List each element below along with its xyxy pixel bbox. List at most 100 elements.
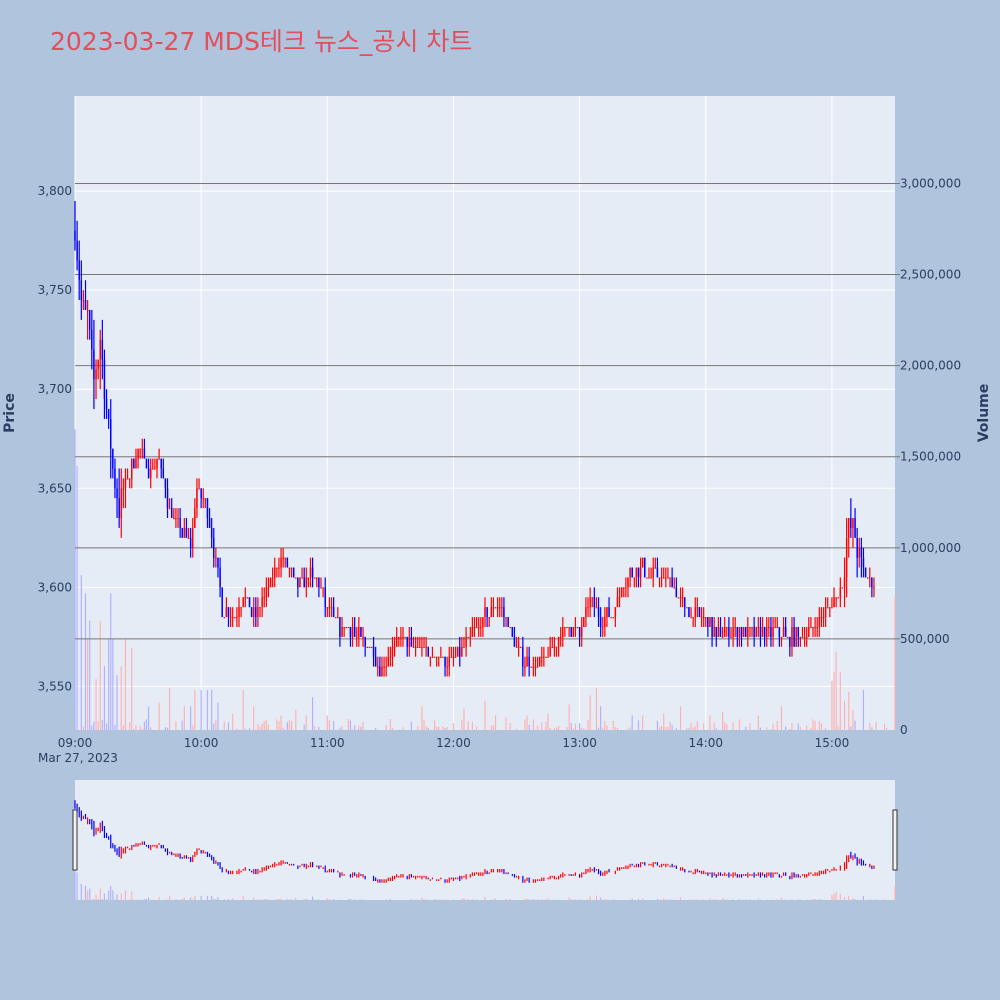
candle-body — [95, 369, 97, 380]
price-axis: 3,550 3,600 3,650 3,700 3,750 3,800 — [38, 184, 72, 693]
volume-bar — [349, 720, 352, 730]
candle-body — [78, 260, 80, 281]
candle-body — [318, 577, 320, 588]
volume-bar — [232, 713, 234, 730]
candle-body — [864, 567, 867, 578]
candle-body — [635, 567, 638, 578]
mini-volume-bar — [328, 898, 330, 900]
volume-tick-label: 2,500,000 — [900, 268, 961, 282]
volume-bar — [715, 728, 717, 730]
candle-body — [112, 448, 114, 469]
range-slider-left-handle[interactable] — [72, 809, 78, 871]
candle-body — [501, 607, 503, 609]
volume-bar — [362, 722, 364, 730]
candle-body — [538, 656, 541, 667]
mini-volume-bar — [175, 899, 177, 900]
candle-body — [650, 577, 652, 579]
candle-body — [135, 458, 137, 469]
volume-bar — [549, 728, 551, 730]
candle-body — [679, 597, 682, 599]
volume-bar — [831, 680, 833, 730]
volume-bar — [131, 648, 133, 730]
candle-body — [593, 597, 596, 608]
volume-bar — [433, 720, 436, 730]
mini-volume-bar — [894, 886, 896, 900]
mini-volume-bar — [148, 897, 150, 900]
candle-body — [665, 577, 667, 579]
volume-bar — [757, 715, 759, 730]
volume-axis: 0 500,000 1,000,000 1,500,000 2,000,000 2,500… — [900, 176, 961, 737]
volume-bar — [129, 722, 131, 730]
candle-body — [732, 626, 734, 637]
candle-body — [698, 607, 701, 618]
mini-volume-bar — [776, 899, 778, 900]
candle-body — [158, 458, 160, 460]
volume-bar — [259, 726, 261, 730]
candle-body — [789, 636, 791, 647]
candle-body — [299, 577, 301, 588]
candle-body — [492, 607, 495, 609]
mini-volume-bar — [108, 890, 110, 900]
candle-body — [332, 607, 335, 618]
volume-bar — [759, 727, 762, 730]
candle-body — [347, 626, 350, 629]
mini-volume-bar — [505, 898, 507, 900]
volume-bar — [425, 726, 427, 730]
volume-bar — [110, 593, 112, 730]
volume-bar — [461, 719, 463, 730]
mini-volume-bar — [385, 899, 387, 900]
candle-body — [520, 646, 522, 648]
mini-volume-bar — [589, 896, 591, 900]
mini-volume-bar — [679, 897, 682, 900]
range-slider[interactable] — [75, 780, 895, 900]
mini-volume-bar — [579, 899, 581, 900]
volume-bar — [438, 726, 440, 730]
volume-bar — [385, 725, 387, 730]
volume-tick-label: 1,500,000 — [900, 450, 961, 464]
candle-body — [324, 587, 326, 608]
volume-bar — [89, 620, 91, 730]
candle-body — [690, 617, 692, 619]
candle-body — [410, 636, 413, 647]
candle-body — [490, 607, 493, 618]
range-slider-right-handle[interactable] — [892, 809, 898, 871]
volume-bar — [818, 721, 820, 730]
candle-body — [118, 498, 120, 519]
candle-body — [858, 547, 860, 558]
volume-bar — [837, 725, 839, 730]
candle-body — [86, 309, 89, 312]
candle-body — [856, 537, 858, 558]
candle-body — [742, 626, 745, 637]
candle-body — [511, 626, 514, 637]
candle-body — [223, 617, 226, 619]
candle-body — [423, 646, 425, 648]
candle-body — [267, 587, 270, 589]
mini-volume-bar — [854, 899, 856, 900]
volume-bar — [738, 719, 740, 730]
candle-body — [728, 626, 730, 637]
volume-tick-label: 1,000,000 — [900, 541, 961, 555]
candle-body — [101, 339, 104, 360]
mini-volume-bar — [423, 898, 425, 900]
candle-body — [547, 656, 549, 658]
volume-bar — [780, 706, 783, 730]
mini-volume-bar — [421, 897, 423, 900]
candle-body — [236, 617, 238, 619]
candle-body — [440, 656, 442, 658]
mini-volume-bar — [671, 899, 673, 900]
candle-body — [246, 597, 249, 599]
candle-body — [145, 458, 148, 469]
volume-bar — [423, 720, 425, 730]
candlestick-series — [74, 201, 875, 677]
volume-bar — [141, 728, 143, 730]
mini-volume-bar — [80, 883, 82, 900]
mini-volume-bar — [642, 898, 644, 900]
mini-volume-bar — [791, 899, 793, 900]
mini-volume-bar — [242, 895, 244, 900]
candle-body — [753, 626, 755, 637]
volume-bar — [360, 726, 362, 730]
mini-volume-bar — [595, 895, 598, 900]
mini-volume-bar — [883, 899, 886, 900]
candle-body — [372, 646, 375, 657]
mini-volume-bar — [631, 898, 633, 900]
